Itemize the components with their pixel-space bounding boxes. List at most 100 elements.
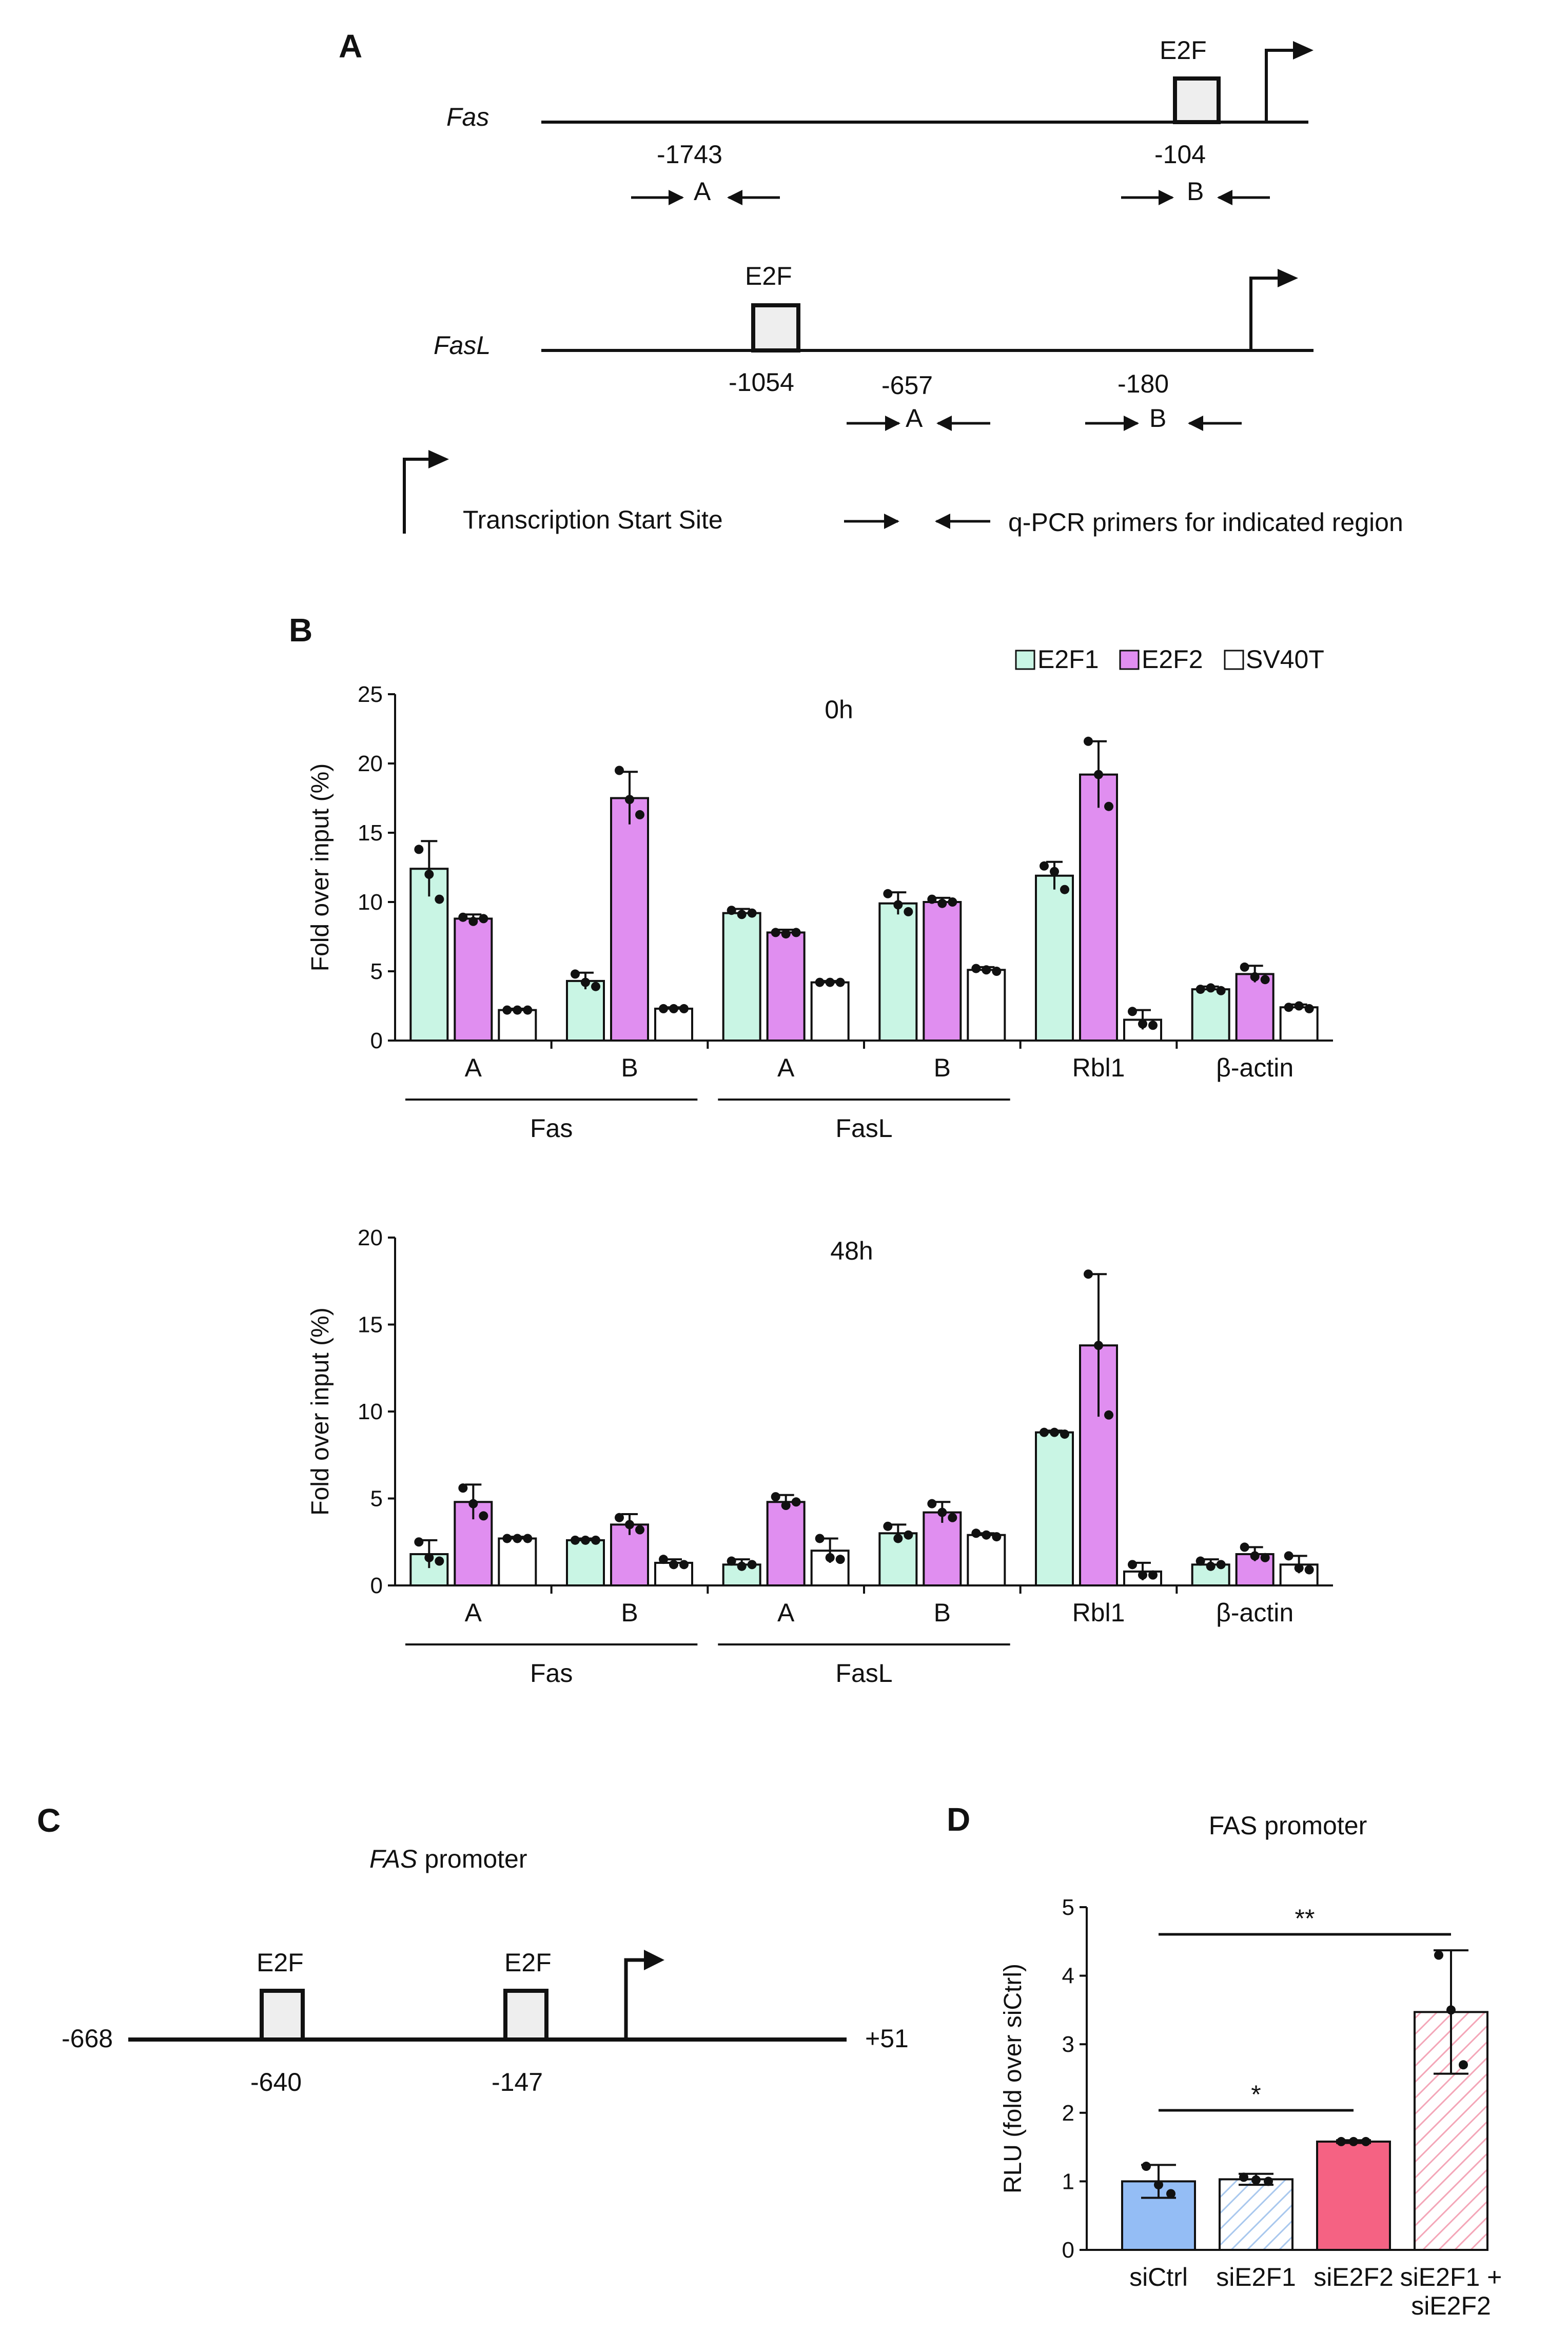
data-point-e2f2-0-0: [458, 912, 468, 922]
panel-c-site-2-position: -147: [492, 2068, 543, 2096]
fasl-e2f-position: -1054: [729, 368, 794, 397]
data-point-e2f1-5-1: [1206, 1561, 1216, 1571]
data-point-e2f2-2-2: [791, 1497, 801, 1507]
data-point-e2f1-5-2: [1216, 1560, 1226, 1570]
data-point-e2f2-2-0: [771, 1492, 780, 1502]
data-point-sie2f1-sie2f2-2: [1459, 2060, 1468, 2070]
data-point-e2f2-3-2: [948, 897, 957, 907]
bar-sv40t-1: [654, 1007, 693, 1042]
bar-e2f1-3: [878, 902, 918, 1042]
data-point-sv40t-5-0: [1284, 1003, 1293, 1012]
data-point-e2f1-3-1: [893, 1534, 903, 1543]
bar-e2f2-4: [1079, 773, 1118, 1042]
data-point-sie2f1-sie2f2-0: [1434, 1950, 1443, 1960]
fas-primer-b-label: B: [1187, 177, 1204, 206]
data-point-e2f1-0-2: [435, 1556, 444, 1566]
y-tick-label: 20: [358, 1225, 383, 1250]
data-point-e2f2-2-0: [771, 928, 780, 937]
data-point-e2f1-5-0: [1195, 1556, 1205, 1566]
panel-c-title-rest: promoter: [418, 1845, 527, 1873]
fas-tss-arrow: [1265, 49, 1293, 122]
panel-b: B E2F1 E2F2 SV40T 0 5 10 15 20 25 Fold over in…: [289, 612, 1333, 1688]
data-point-e2f1-3-1: [893, 900, 903, 910]
chart-title: 48h: [830, 1237, 873, 1265]
y-tick-label: 4: [1062, 1964, 1074, 1989]
x-tick-label-sie2f1: siE2F1: [1216, 2263, 1296, 2291]
data-point-e2f2-1-2: [635, 1525, 644, 1535]
data-point-e2f2-1-1: [625, 795, 634, 805]
bar-sv40t-5: [1279, 1006, 1319, 1042]
data-point-e2f1-3-0: [883, 1521, 893, 1531]
x-tick-label-actin: β-actin: [1216, 1598, 1293, 1627]
data-point-e2f2-0-0: [458, 1483, 468, 1493]
data-point-e2f1-5-1: [1206, 983, 1216, 993]
data-point-e2f2-2-1: [781, 929, 791, 939]
data-point-e2f1-0-2: [435, 894, 444, 904]
bar-e2f1-5: [1191, 988, 1230, 1042]
data-point-e2f2-5-1: [1250, 1551, 1260, 1561]
panel-d-letter: D: [947, 1801, 970, 1838]
data-point-e2f1-0-1: [424, 1553, 434, 1562]
x-tick-label-a: A: [777, 1598, 795, 1627]
bar-e2f2-3: [923, 901, 962, 1042]
data-point-e2f2-0-2: [479, 914, 488, 924]
data-point-e2f2-2-1: [781, 1501, 791, 1511]
data-point-e2f1-4-0: [1040, 1427, 1049, 1437]
data-point-sv40t-0-2: [523, 1534, 533, 1543]
bar-sv40t-3: [967, 1534, 1006, 1586]
data-point-sv40t-5-2: [1304, 1004, 1314, 1013]
fas-e2f-box: [1173, 76, 1221, 124]
y-axis-title: RLU (fold over siCtrl): [999, 1964, 1027, 2193]
bar-sv40t-0: [498, 1009, 537, 1042]
data-point-e2f1-2-2: [747, 1560, 757, 1570]
x-tick-label-b: B: [621, 1053, 638, 1082]
data-point-e2f1-1-2: [591, 1535, 600, 1545]
x-tick-label-rbl1: Rbl1: [1072, 1598, 1125, 1627]
data-point-e2f1-1-2: [591, 982, 600, 991]
y-tick-label: 1: [1062, 2169, 1074, 2194]
fasl-e2f-label: E2F: [745, 262, 792, 290]
group-label-fasl: FasL: [835, 1659, 892, 1688]
data-point-e2f2-5-1: [1250, 972, 1260, 982]
bar-sie2f1: [1219, 2178, 1293, 2251]
legend-primers-label: q-PCR primers for indicated region: [1008, 508, 1403, 537]
data-point-e2f1-4-1: [1050, 1427, 1059, 1437]
data-point-e2f2-4-2: [1104, 1410, 1113, 1420]
significance-label-lower: *: [1251, 2080, 1261, 2109]
bar-sie2f2: [1316, 2140, 1391, 2251]
y-tick-label: 2: [1062, 2101, 1074, 2126]
x-tick-label-sictrl: siCtrl: [1129, 2263, 1188, 2291]
x-tick-label-sie2f1-sie2f2: siE2F1 + siE2F2: [1400, 2263, 1502, 2320]
fasl-e2f-box: [751, 303, 800, 352]
panel-c-end-label: +51: [865, 2024, 909, 2053]
data-point-sv40t-5-1: [1294, 1563, 1304, 1573]
bar-e2f1-4: [1035, 874, 1074, 1042]
data-point-e2f1-3-0: [883, 889, 893, 898]
bar-e2f2-2: [766, 1501, 806, 1587]
y-tick-label: 20: [358, 751, 383, 776]
data-point-sv40t-2-0: [815, 977, 825, 987]
data-point-e2f1-1-1: [581, 977, 590, 987]
panel-b-legend: E2F1 E2F2 SV40T: [1015, 645, 1324, 674]
data-point-e2f2-4-1: [1094, 1341, 1103, 1350]
y-tick-label: 10: [358, 1399, 383, 1424]
panel-c-letter: C: [37, 1802, 61, 1839]
data-point-e2f1-3-2: [904, 1530, 913, 1540]
data-point-sie2f1-2: [1264, 2177, 1273, 2186]
legend-tss-label: Transcription Start Site: [463, 505, 723, 534]
data-point-sv40t-0-0: [502, 1534, 512, 1543]
panel-a-letter: A: [339, 28, 362, 65]
data-point-e2f1-2-0: [727, 906, 736, 915]
bar-sv40t-2: [810, 981, 850, 1042]
bar-sv40t-3: [967, 969, 1006, 1042]
panel-c-tss-arrow: [624, 1958, 644, 2040]
data-point-e2f2-4-2: [1104, 801, 1113, 811]
data-point-sv40t-5-1: [1294, 1001, 1304, 1011]
data-point-sv40t-0-2: [523, 1005, 533, 1015]
legend-label-sv40t: SV40T: [1246, 645, 1324, 674]
panel-b-letter: B: [289, 612, 312, 649]
data-point-sictrl-1: [1154, 2180, 1163, 2190]
data-point-e2f2-1-2: [635, 810, 644, 819]
data-point-sv40t-1-0: [659, 1555, 668, 1564]
data-point-e2f2-1-1: [625, 1520, 634, 1530]
